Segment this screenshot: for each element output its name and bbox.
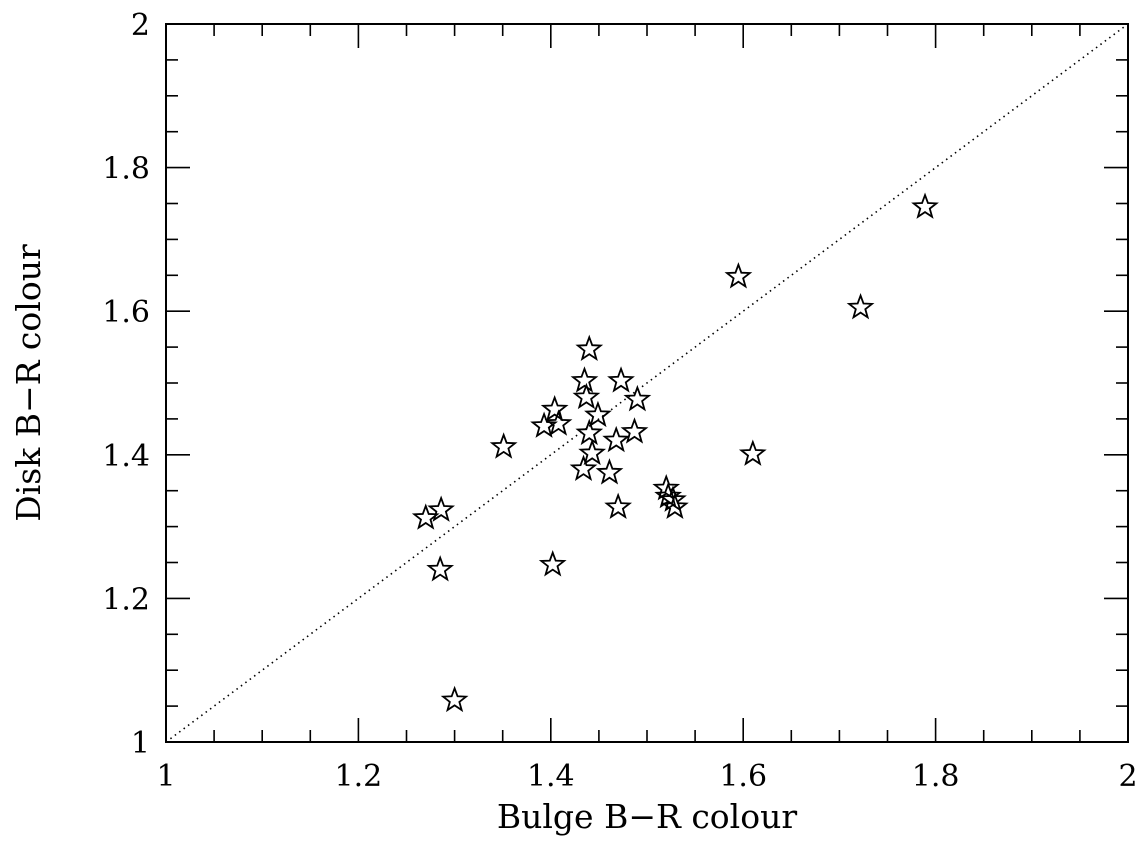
x-tick-label: 1 <box>156 759 175 794</box>
one-to-one-reference-line <box>165 23 1129 743</box>
data-point-star <box>440 685 469 713</box>
data-point-star <box>578 438 607 466</box>
x-axis-title: Bulge B−R colour <box>497 797 797 836</box>
x-tick-label: 1.8 <box>912 759 960 794</box>
x-tick-label: 1.4 <box>527 759 575 794</box>
data-point-star <box>661 492 689 520</box>
data-point-star <box>538 550 567 577</box>
x-tick-label: 1.6 <box>719 759 767 794</box>
x-tick-label: 2 <box>1118 759 1137 794</box>
x-tick-label: 1.2 <box>335 759 383 794</box>
y-tick-label: 1.8 <box>102 152 150 187</box>
data-point-star <box>595 458 624 485</box>
data-point-star <box>569 454 598 481</box>
data-point-star <box>623 384 652 412</box>
data-point-star <box>530 411 558 438</box>
data-point-star <box>659 485 687 512</box>
data-point-star <box>411 503 440 530</box>
y-tick-label: 1.2 <box>102 582 150 617</box>
y-tick-label: 1.4 <box>102 439 150 474</box>
y-axis-title: Disk B−R colour <box>9 244 48 522</box>
data-point-star <box>846 293 875 320</box>
y-tick-label: 1.6 <box>102 295 150 330</box>
data-point-star <box>544 409 573 436</box>
data-point-star <box>584 400 612 428</box>
data-point-star <box>575 334 604 362</box>
data-point-star <box>540 394 569 422</box>
data-point-star <box>607 366 635 393</box>
data-point-star <box>602 425 631 453</box>
axis-tick-labels: 1 1.2 1.4 1.6 1.8 2 1 1.2 1.4 1.6 1.8 2 <box>102 8 1137 794</box>
data-point-star <box>572 382 601 410</box>
data-point-star <box>620 417 649 444</box>
data-point-star <box>724 262 753 289</box>
data-point-star <box>604 492 633 520</box>
data-point-star <box>575 418 604 446</box>
data-point-star <box>426 555 455 582</box>
y-tick-label: 1 <box>131 726 150 761</box>
axis-ticks <box>166 24 1128 742</box>
y-tick-label: 2 <box>131 8 150 43</box>
data-point-star <box>489 432 518 459</box>
data-point-star <box>652 473 681 501</box>
data-point-star <box>738 439 767 466</box>
data-point-star <box>911 192 939 219</box>
data-point-star <box>427 495 456 522</box>
data-points <box>411 192 939 713</box>
data-point-star <box>570 366 599 393</box>
